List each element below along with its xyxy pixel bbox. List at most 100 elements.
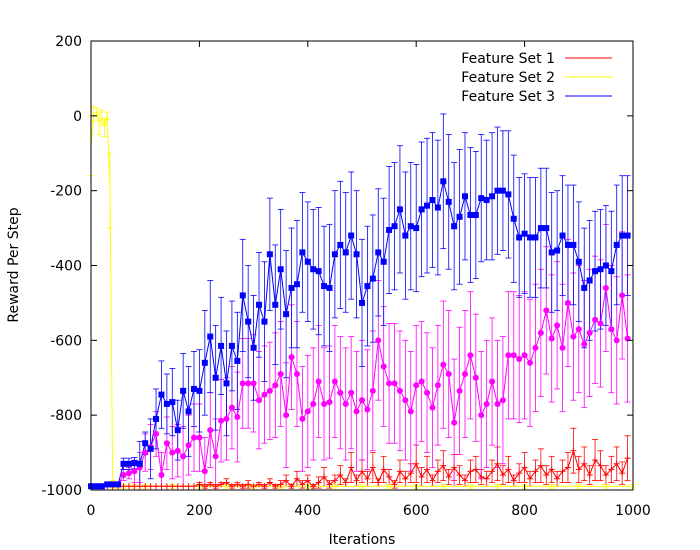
feature-set-1-point	[586, 472, 593, 479]
feature-set-1-point	[364, 475, 371, 482]
y-tick-label: 200	[55, 34, 82, 50]
legend-label-feature-set-1: Feature Set 1	[461, 51, 555, 67]
series-4-point	[586, 329, 593, 336]
feature-set-1-point	[434, 468, 441, 475]
feature-set-3-point	[353, 251, 360, 258]
x-tick-label: 800	[511, 503, 538, 519]
series-4-point	[602, 284, 609, 291]
feature-set-1-point	[575, 466, 582, 473]
feature-set-3-point	[261, 318, 268, 325]
feature-set-3-point	[461, 193, 468, 200]
feature-set-3-point	[624, 232, 631, 239]
feature-set-3-point	[315, 268, 322, 275]
feature-set-3-point	[174, 427, 181, 434]
feature-set-1-point	[185, 483, 192, 490]
series-4-point	[342, 400, 349, 407]
feature-set-3-point	[516, 234, 523, 241]
series-4-point	[212, 453, 219, 460]
feature-set-1-point	[554, 475, 561, 482]
feature-set-1-point	[386, 473, 393, 480]
series-4-point	[505, 352, 512, 359]
series-4-point	[266, 387, 273, 394]
series-4-point	[391, 380, 398, 387]
series-4-point	[245, 380, 252, 387]
x-tick-label: 600	[403, 503, 430, 519]
series-4-point	[321, 400, 328, 407]
series-4-point	[142, 449, 149, 456]
feature-set-1-point	[277, 481, 284, 488]
series-4-point	[543, 307, 550, 314]
series-4-point	[559, 344, 566, 351]
series-4-point	[527, 359, 534, 366]
feature-set-1-point	[461, 477, 468, 484]
feature-set-1-point	[304, 477, 311, 484]
feature-set-1-point	[169, 483, 176, 490]
feature-set-3-point	[554, 247, 561, 254]
series-4-point	[445, 371, 452, 378]
feature-set-1-point	[315, 479, 322, 486]
x-ticks: 0 200 400 600 800 1000	[87, 41, 651, 519]
feature-set-1-point	[245, 481, 252, 488]
y-tick-label: -600	[50, 333, 82, 349]
feature-set-3-point	[277, 266, 284, 273]
series-4-point	[277, 371, 284, 378]
series-4-point	[310, 400, 317, 407]
feature-set-3-point	[505, 191, 512, 198]
feature-set-3-point	[543, 225, 550, 232]
series-4-point	[478, 412, 485, 419]
y-tick-label: -1000	[41, 483, 82, 499]
feature-set-3-point	[499, 187, 506, 194]
series-4-point	[597, 320, 604, 327]
feature-set-1-point	[505, 466, 512, 473]
series-4-point	[180, 453, 187, 460]
series-4-point	[201, 468, 208, 475]
y-axis-label: Reward Per Step	[6, 207, 22, 322]
feature-set-1-point	[472, 466, 479, 473]
feature-set-3-point	[115, 481, 122, 488]
feature-set-3-point	[342, 249, 349, 256]
series-4-point	[619, 292, 626, 299]
feature-set-1-point	[559, 468, 566, 475]
series-4-point	[190, 434, 197, 441]
feature-set-1-point	[266, 479, 273, 486]
feature-set-3-point	[396, 206, 403, 213]
feature-set-3-point	[456, 213, 463, 220]
feature-set-1-point	[440, 462, 447, 469]
series-4-point	[396, 387, 403, 394]
series-4-point	[613, 337, 620, 344]
feature-set-3-point	[283, 311, 290, 318]
series-4-point	[153, 430, 160, 437]
feature-set-1-point	[424, 466, 431, 473]
feature-set-1-point	[218, 481, 225, 488]
feature-set-1-point	[228, 483, 235, 490]
feature-set-3-point	[190, 385, 197, 392]
series-4-point	[326, 399, 333, 406]
series-4-point	[185, 442, 192, 449]
series-4-point	[348, 389, 355, 396]
series-4-point	[424, 389, 431, 396]
feature-set-1-point	[321, 473, 328, 480]
series-4-point	[581, 341, 588, 348]
feature-set-1-point	[131, 483, 138, 490]
series-4-line	[91, 287, 629, 487]
feature-set-1-point	[250, 483, 257, 490]
feature-set-1-point	[613, 460, 620, 467]
feature-set-3-point	[245, 318, 252, 325]
x-axis-label: Iterations	[329, 532, 396, 548]
feature-set-1-point	[499, 472, 506, 479]
feature-set-1-point	[532, 468, 539, 475]
feature-set-3-point	[142, 440, 149, 447]
feature-set-1-point	[174, 483, 181, 490]
feature-set-1-point	[272, 483, 279, 490]
feature-set-1-point	[510, 477, 517, 484]
feature-set-3-point	[597, 266, 604, 273]
feature-set-3-point	[310, 266, 317, 273]
feature-set-1-point	[516, 470, 523, 477]
feature-set-1-point	[223, 479, 230, 486]
feature-set-3-point	[223, 380, 230, 387]
error-bars-layer	[88, 106, 636, 491]
series-4-point	[483, 400, 490, 407]
feature-set-3-point	[402, 232, 409, 239]
feature-set-3-point	[348, 232, 355, 239]
series-4-point	[564, 299, 571, 306]
